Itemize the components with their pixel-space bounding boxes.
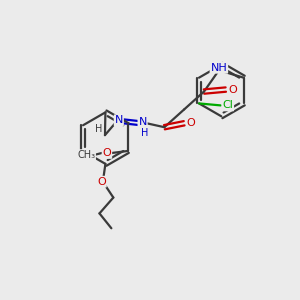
Text: O: O [187,118,196,128]
Text: H: H [141,128,148,138]
Text: O: O [103,148,111,158]
Text: NH: NH [211,63,227,73]
Text: N: N [138,117,147,127]
Text: CH₃: CH₃ [77,150,95,160]
Text: O: O [97,177,106,187]
Text: O: O [228,85,237,94]
Text: Cl: Cl [222,100,233,110]
Text: N: N [115,115,123,125]
Text: H: H [95,124,103,134]
